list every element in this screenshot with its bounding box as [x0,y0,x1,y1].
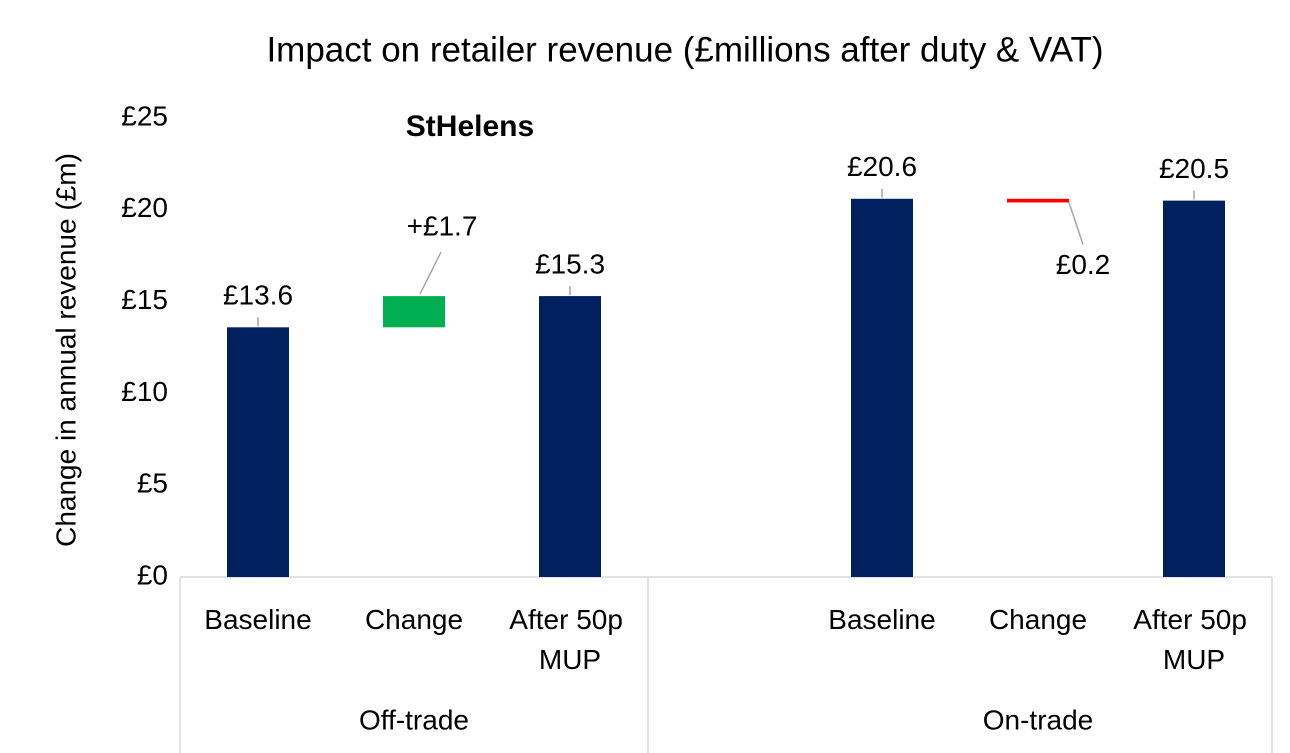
x-tick-label: After 50p MUP [1133,604,1254,675]
y-axis-title: Change in annual revenue (£m) [50,153,81,547]
y-tick-label: £0 [137,559,168,590]
x-tick-label: Change [365,604,463,635]
x-tick-label: Change [989,604,1087,635]
y-tick-label: £10 [121,376,168,407]
value-label: £13.6 [223,280,293,311]
change-bar [1007,198,1069,203]
group-label: Off-trade [359,704,469,735]
group-label: On-trade [983,704,1094,735]
y-tick-label: £20 [121,192,168,223]
value-label: £15.3 [535,248,605,279]
leader-line [419,251,442,295]
bar [539,296,601,577]
x-tick-label: Baseline [828,604,935,635]
y-tick-label: £5 [137,468,168,499]
chart-title: Impact on retailer revenue (£millions af… [266,30,1103,69]
bar [851,198,913,577]
x-tick-label: After 50p MUP [509,604,630,675]
chart-subtitle: StHelens [406,110,534,143]
value-label: £20.6 [847,151,917,182]
y-tick-label: £15 [121,284,168,315]
value-label: +£1.7 [407,210,478,241]
bar [1163,200,1225,577]
leader-line [1068,202,1084,245]
value-label: £20.5 [1159,153,1229,184]
bar [227,327,289,577]
x-tick-label: Baseline [204,604,311,635]
y-tick-label: £25 [121,100,168,131]
value-label: £0.2 [1056,249,1111,280]
change-bar [383,296,445,328]
